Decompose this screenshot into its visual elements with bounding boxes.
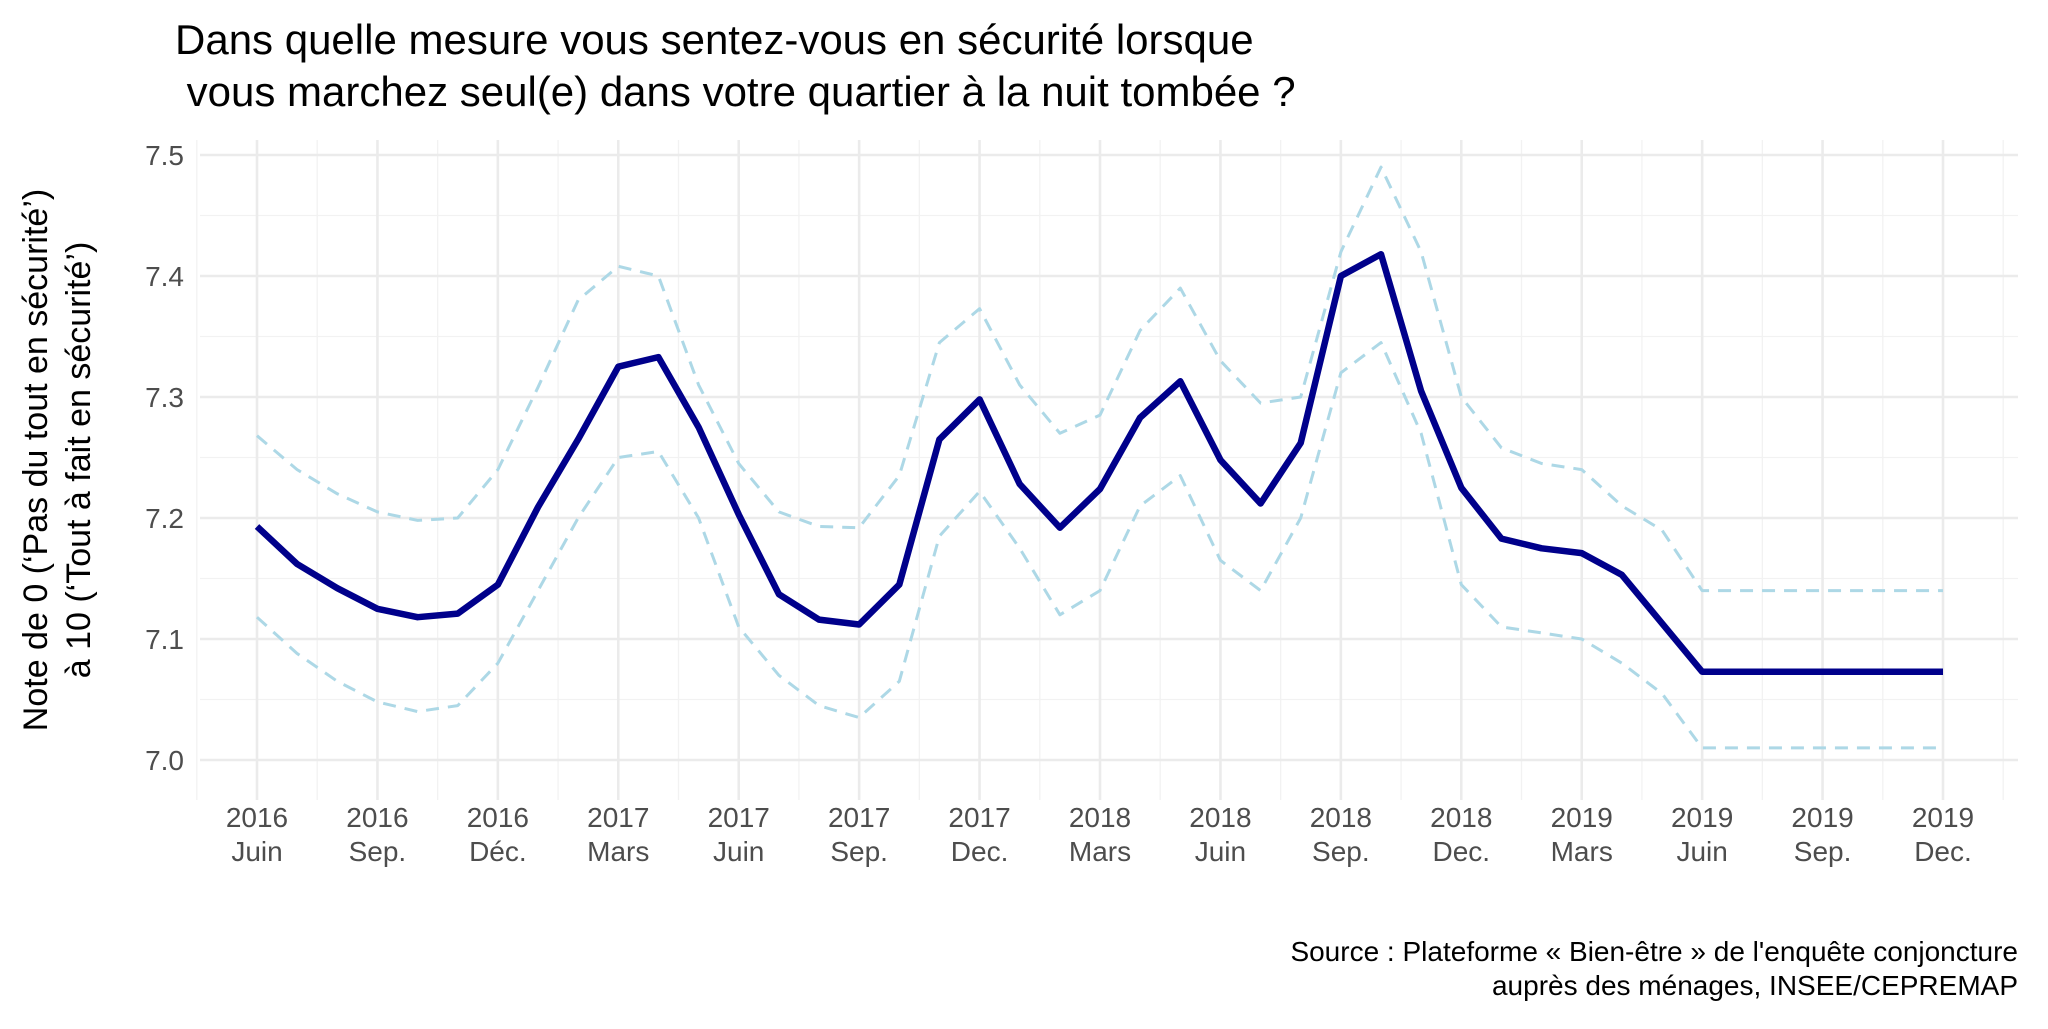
x-tick-label-year: 2017 [948,802,1010,833]
y-tick-label: 7.4 [145,261,184,292]
series-line-lower-bound [255,341,1943,750]
x-tick-label-month: Juin [1195,836,1246,867]
y-tick-label: 7.0 [145,745,184,776]
series-line-estimate [254,250,1943,675]
x-tick-label-month: Déc. [469,836,527,867]
x-tick-label-year: 2016 [467,802,529,833]
x-tick-label-month: Juin [231,836,282,867]
series-lines [254,165,1943,750]
source-caption-line-2: auprès des ménages, INSEE/CEPREMAP [1492,970,2018,1001]
x-tick-label-year: 2016 [226,802,288,833]
x-tick-label-month: Sep. [1312,836,1370,867]
y-axis-title-line-2: à 10 (‘Tout à fait en sécurité’) [60,242,98,679]
x-tick-label-month: Mars [587,836,649,867]
x-tick-label-year: 2019 [1551,802,1613,833]
y-tick-label: 7.3 [145,382,184,413]
x-tick-label-month: Mars [1551,836,1613,867]
x-tick-label-month: Sep. [830,836,888,867]
y-axis-title-line-1: Note de 0 (‘Pas du tout en sécurité’) [17,189,55,731]
x-tick-label-month: Dec. [1914,836,1972,867]
x-tick-label-year: 2019 [1912,802,1974,833]
x-tick-label-month: Juin [713,836,764,867]
x-tick-label-year: 2018 [1069,802,1131,833]
y-tick-label: 7.5 [145,140,184,171]
minor-gridlines [196,140,2018,800]
chart-title-line-2: vous marchez seul(e) dans votre quartier… [175,68,1296,115]
x-tick-label-month: Mars [1069,836,1131,867]
x-tick-label-year: 2018 [1310,802,1372,833]
x-tick-label-month: Juin [1676,836,1727,867]
x-tick-label-month: Dec. [951,836,1009,867]
y-tick-label: 7.1 [145,624,184,655]
chart-title-line-1: Dans quelle mesure vous sentez-vous en s… [175,16,1254,63]
source-caption-line-1: Source : Plateforme « Bien-être » de l'e… [1290,936,2018,967]
x-tick-label-year: 2016 [346,802,408,833]
series-line-upper-bound [256,165,1943,593]
y-tick-label: 7.2 [145,503,184,534]
x-tick-label-year: 2018 [1189,802,1251,833]
x-tick-label-year: 2019 [1671,802,1733,833]
x-tick-label-year: 2019 [1791,802,1853,833]
x-axis-tick-labels: 2016Juin2016Sep.2016Déc.2017Mars2017Juin… [226,802,1974,867]
x-tick-label-month: Dec. [1432,836,1490,867]
x-tick-label-year: 2018 [1430,802,1492,833]
x-tick-label-year: 2017 [708,802,770,833]
x-tick-label-month: Sep. [1794,836,1852,867]
x-tick-label-year: 2017 [828,802,890,833]
y-axis-tick-labels: 7.0 7.1 7.2 7.3 7.4 7.5 [145,140,184,776]
x-tick-label-year: 2017 [587,802,649,833]
x-tick-label-month: Sep. [349,836,407,867]
